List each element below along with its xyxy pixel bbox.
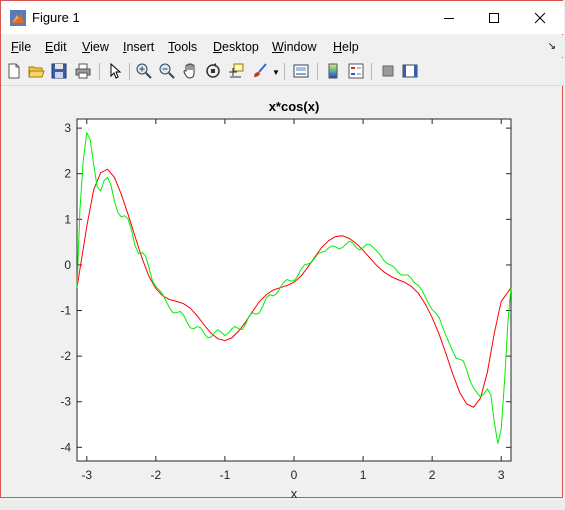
rotate-3d-icon[interactable] — [204, 62, 222, 80]
minimize-icon — [444, 17, 454, 19]
close-icon — [534, 12, 546, 23]
menu-help[interactable]: Help — [333, 40, 359, 54]
axes-box[interactable] — [76, 118, 512, 462]
series-line-1[interactable] — [76, 168, 512, 408]
menu-bar: ↘ File Edit View Insert Tools Desktop Window He… — [1, 35, 564, 57]
x-tick-label: -3 — [81, 468, 92, 482]
menu-overflow-arrow-icon[interactable]: ↘ — [547, 41, 556, 52]
y-tick-label: -3 — [60, 395, 71, 409]
pan-icon[interactable] — [181, 62, 199, 80]
x-tick-label: -1 — [220, 468, 231, 482]
y-tick-label: 3 — [64, 121, 71, 135]
new-figure-icon[interactable] — [5, 62, 23, 80]
figure-toolbar: ▼ — [1, 58, 564, 86]
close-button[interactable] — [517, 1, 563, 34]
y-tick-label: 2 — [64, 167, 71, 181]
show-plot-tools-icon[interactable] — [401, 62, 419, 80]
x-tick-label: 3 — [498, 468, 505, 482]
minimize-button[interactable] — [426, 1, 472, 34]
series-line-2[interactable] — [76, 131, 512, 444]
window-title: Figure 1 — [32, 10, 80, 25]
toolbar-separator — [317, 63, 318, 80]
zoom-in-icon[interactable] — [135, 62, 153, 80]
open-file-icon[interactable] — [27, 62, 45, 80]
toolbar-separator — [99, 63, 100, 80]
data-cursor-icon[interactable] — [227, 62, 245, 80]
toolbar-separator — [371, 63, 372, 80]
menu-window[interactable]: Window — [272, 40, 317, 54]
brush-dropdown-icon[interactable]: ▼ — [272, 68, 280, 77]
print-icon[interactable] — [74, 62, 92, 80]
background-window-bottom — [0, 500, 565, 510]
zoom-out-icon[interactable] — [158, 62, 176, 80]
title-bar[interactable]: Figure 1 — [1, 1, 564, 34]
y-tick-label: -4 — [60, 440, 71, 454]
menu-insert[interactable]: Insert — [123, 40, 155, 54]
maximize-icon — [489, 12, 499, 23]
plot-lines — [76, 131, 512, 444]
matlab-logo-icon — [10, 10, 26, 26]
chart-title: x*cos(x) — [269, 99, 320, 114]
legend-icon[interactable] — [347, 62, 365, 80]
toolbar-separator — [129, 63, 130, 80]
figure-window: Figure 1 ↘ File Edit View Insert Tools Deskto… — [0, 0, 564, 499]
brush-icon[interactable] — [251, 62, 269, 80]
menu-view[interactable]: View — [82, 40, 109, 54]
x-tick-label: 1 — [360, 468, 367, 482]
toolbar-separator — [284, 63, 285, 80]
y-tick-label: -1 — [60, 304, 71, 318]
y-tick-label: 0 — [64, 258, 71, 272]
x-tick-label: 0 — [291, 468, 298, 482]
colorbar-icon[interactable] — [324, 62, 342, 80]
y-tick-label: -2 — [60, 349, 71, 363]
x-tick-label: 2 — [429, 468, 436, 482]
y-tick-label: 1 — [64, 212, 71, 226]
menu-desktop[interactable]: Desktop — [213, 40, 259, 54]
axis-ticks: -3 -2 -1 0 1 2 3 -4 -3 -2 -1 0 1 2 3 — [60, 119, 511, 482]
x-tick-label: -2 — [151, 468, 162, 482]
save-icon[interactable] — [50, 62, 68, 80]
menu-tools[interactable]: Tools — [168, 40, 198, 54]
link-plot-icon[interactable] — [292, 62, 310, 80]
hide-plot-tools-icon[interactable] — [379, 62, 397, 80]
menu-file[interactable]: File — [11, 40, 32, 54]
select-arrow-icon[interactable] — [106, 62, 124, 80]
maximize-button[interactable] — [471, 1, 517, 34]
x-axis-label: x — [291, 486, 298, 499]
plot-area[interactable]: -3 -2 -1 0 1 2 3 -4 -3 -2 -1 0 1 2 3 x*cos(x) x — [1, 1, 564, 499]
menu-edit[interactable]: Edit — [45, 40, 67, 54]
